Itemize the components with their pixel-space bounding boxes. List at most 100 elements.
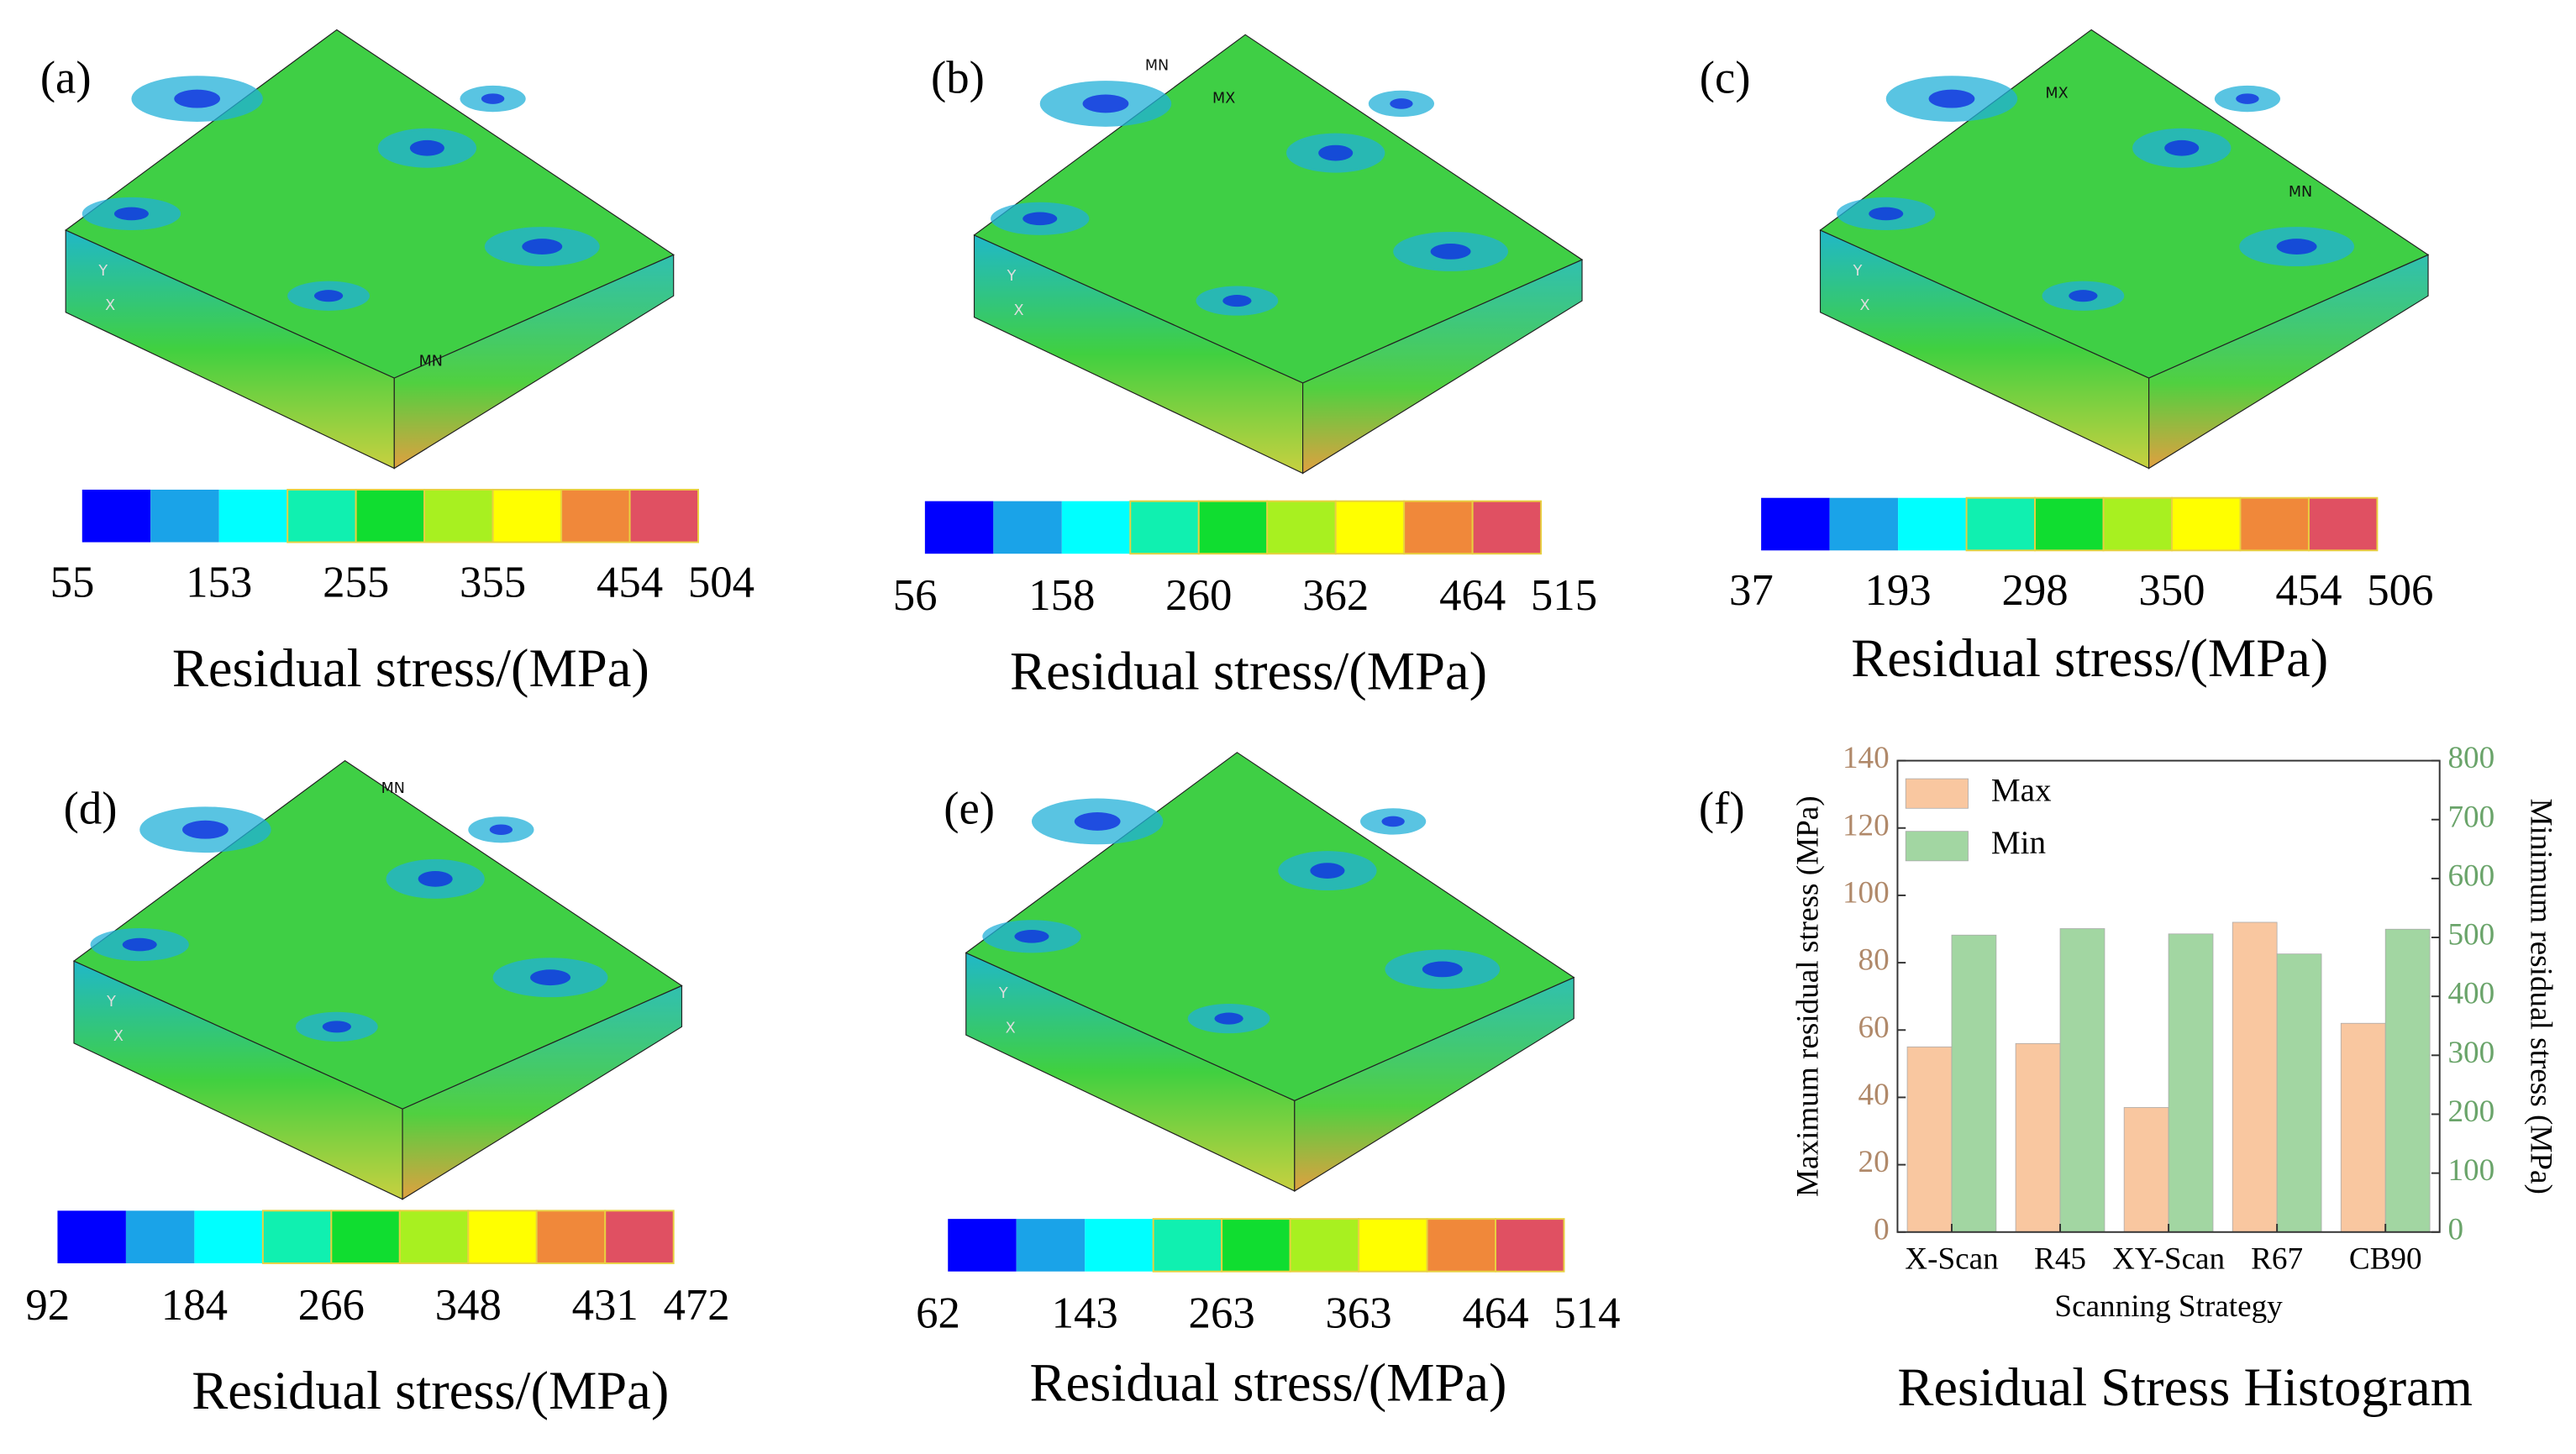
colorbar-swatch (355, 488, 426, 543)
mesh-annotation: Y (106, 994, 116, 1010)
colorbar-tick-label: 92 (25, 1281, 70, 1330)
mesh-annotation: MN (2289, 184, 2312, 201)
colorbar-swatch (1426, 1218, 1497, 1273)
mesh-annotation: X (1859, 297, 1869, 314)
colorbar-label: Residual stress/(MPa) (1851, 628, 2328, 688)
contour-block (973, 34, 1584, 475)
contour-blob-core (1422, 961, 1463, 978)
colorbar-swatch (1358, 1218, 1428, 1273)
colorbar-tick-label: 260 (1165, 571, 1232, 620)
colorbar-swatch (604, 1210, 675, 1264)
mesh-annotation: X (1013, 302, 1023, 319)
y-tick-label: 0 (1874, 1212, 1890, 1247)
y-tick-label: 40 (1858, 1078, 1890, 1112)
y-tick-label: 120 (1843, 808, 1890, 842)
colorbar-tick-label: 37 (1729, 566, 1774, 615)
colorbar-tick-label: 193 (1865, 566, 1932, 615)
contour-blob-core (122, 937, 157, 952)
contour-blob-core (1869, 207, 1904, 221)
colorbar-swatch (1016, 1219, 1086, 1272)
y2-tick-label: 600 (2447, 858, 2495, 893)
colorbar-tick-label: 431 (572, 1281, 639, 1330)
colorbar-tick-label: 504 (688, 558, 754, 606)
mesh-annotation: X (1006, 1020, 1016, 1037)
y2-tick-label: 200 (2447, 1094, 2495, 1129)
colorbar-swatch (467, 1210, 538, 1264)
contour-blob-core (2069, 290, 2098, 302)
colorbar-swatch (560, 488, 631, 543)
panel-label: (f) (1699, 783, 1745, 834)
contour-blob-core (174, 89, 221, 108)
block-top-face (1819, 29, 2430, 379)
colorbar-swatch (1403, 500, 1474, 555)
bar (2168, 933, 2214, 1233)
y-tick-label: 140 (1843, 741, 1890, 775)
contour-blob-core (1318, 144, 1354, 161)
colorbar-tick-label: 362 (1302, 571, 1369, 620)
colorbar-tick-label: 355 (460, 558, 526, 606)
colorbar-tick-label: 506 (2367, 566, 2433, 615)
colorbar-swatch (628, 488, 700, 543)
colorbar-swatch (924, 501, 994, 554)
legend-swatch (1905, 778, 1969, 809)
x-axis-label: Scanning Strategy (2054, 1289, 2283, 1324)
panel-label: (b) (931, 52, 985, 103)
y-tick-label: 80 (1858, 943, 1890, 978)
x-tick-label: XY-Scan (2112, 1242, 2226, 1277)
x-tick-label: R45 (2034, 1242, 2086, 1277)
colorbar-label: Residual stress/(MPa) (1010, 642, 1487, 701)
bar (1951, 934, 1997, 1233)
mesh-annotation: MN (419, 353, 443, 370)
panel-label: (a) (40, 52, 92, 103)
mesh-annotation: Y (1853, 263, 1863, 280)
contour-blob-core (1430, 244, 1471, 260)
colorbar-tick-label: 515 (1531, 571, 1597, 620)
contour-blob-core (1214, 1012, 1243, 1025)
colorbar-label: Residual stress/(MPa) (1030, 1352, 1507, 1412)
colorbar-swatch (2307, 496, 2379, 552)
contour-blob-core (1381, 816, 1405, 827)
colorbar-swatch (535, 1210, 607, 1264)
mesh-annotation: Y (97, 263, 108, 280)
colorbar-label: Residual stress/(MPa) (172, 638, 649, 698)
colorbar-swatch (423, 488, 494, 543)
colorbar-swatch (993, 501, 1062, 554)
x-tick-label: CB90 (2349, 1242, 2422, 1277)
colorbar-tick-label: 62 (916, 1289, 960, 1338)
colorbar-swatch (1965, 496, 2037, 552)
block-top-face (72, 759, 683, 1110)
colorbar-label: Residual stress/(MPa) (192, 1361, 669, 1420)
colorbar-swatch (1152, 1218, 1223, 1273)
colorbar-swatch (1061, 501, 1131, 554)
colorbar-swatch (1761, 497, 1830, 551)
contour-blob-core (522, 239, 563, 255)
x-tick-label: X-Scan (1905, 1242, 1999, 1277)
colorbar-tick-label: 454 (2275, 566, 2342, 615)
colorbar-tick-label: 514 (1553, 1289, 1620, 1338)
legend-label: Max (1991, 773, 2052, 809)
contour-blob-core (489, 824, 513, 835)
colorbar-tick-label: 158 (1028, 571, 1095, 620)
colorbar-tick-label: 263 (1189, 1289, 1255, 1338)
colorbar-tick-label: 363 (1325, 1289, 1391, 1338)
colorbar-tick-label: 184 (161, 1281, 228, 1330)
y2-tick-label: 800 (2447, 741, 2495, 775)
mesh-annotation: MN (381, 780, 405, 797)
colorbar-swatch (2102, 496, 2173, 552)
mesh-annotation: MX (1212, 91, 1235, 108)
y2-tick-label: 300 (2447, 1036, 2495, 1070)
colorbar-swatch (57, 1210, 126, 1263)
colorbar-tick-label: 143 (1052, 1289, 1118, 1338)
y-axis-label: Maximum residual stress (MPa) (1790, 795, 1825, 1197)
contour-blob-core (182, 820, 229, 839)
contour-blob-core (113, 207, 149, 221)
y2-tick-label: 0 (2447, 1212, 2463, 1247)
colorbar-swatch (2239, 496, 2310, 552)
contour-block (72, 759, 683, 1200)
mesh-annotation: X (105, 297, 115, 314)
y-tick-label: 60 (1858, 1010, 1890, 1045)
colorbar-swatch (1495, 1218, 1565, 1273)
contour-blob-core (409, 139, 444, 156)
